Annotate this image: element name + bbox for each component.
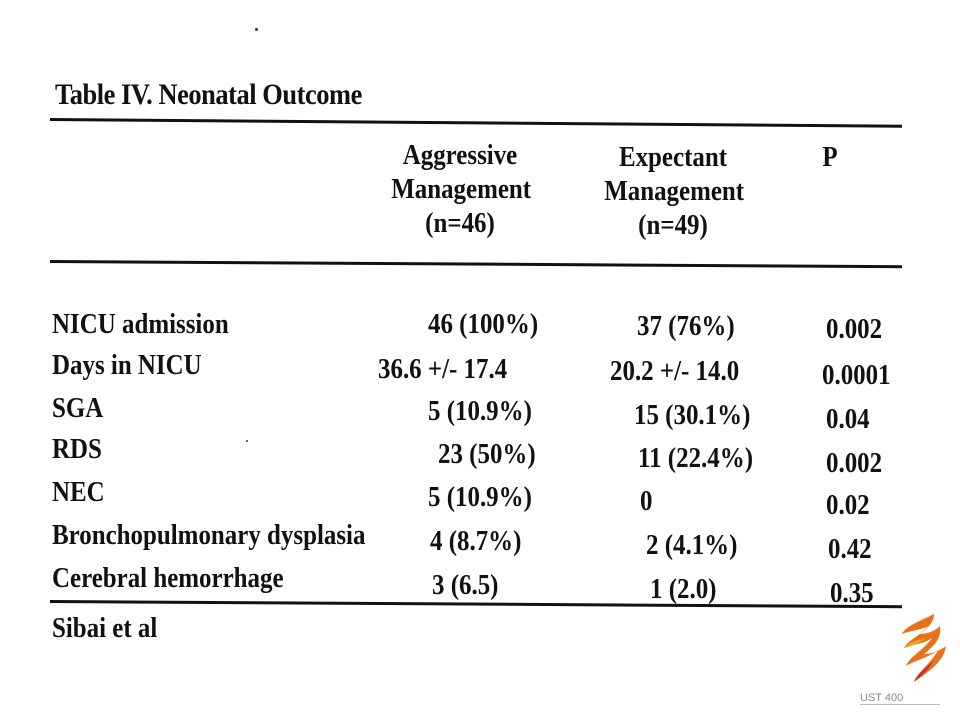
column-header-aggressive: Aggressive Management (n=46) (391, 138, 532, 240)
cell-aggressive: 4 (8.7%) (430, 525, 522, 557)
cell-aggressive: 23 (50%) (438, 438, 536, 470)
source-citation: Sibai et al (52, 612, 158, 644)
header-rule (49, 260, 902, 269)
column-header-p: P (804, 140, 856, 174)
cell-aggressive: 5 (10.9%) (428, 395, 532, 427)
cell-aggressive: 36.6 +/- 17.4 (378, 353, 508, 385)
cell-expectant: 1 (2.0) (650, 573, 717, 605)
header-line: Management (391, 173, 532, 205)
ust-400-wordmark-icon: UST 400 (860, 692, 940, 705)
cell-aggressive: 46 (100%) (428, 308, 539, 340)
cell-p: 0.42 (828, 533, 872, 565)
cell-p: 0.002 (826, 447, 883, 479)
cell-aggressive: 3 (6.5) (432, 569, 499, 601)
row-label: Bronchopulmonary dysplasia (52, 519, 366, 551)
top-rule (49, 118, 902, 128)
row-label: NICU admission (52, 308, 229, 340)
cell-p: 0.002 (826, 313, 883, 345)
flame-icon (902, 614, 946, 682)
cell-expectant: 0 (640, 485, 653, 517)
cell-expectant: 37 (76%) (637, 310, 735, 342)
header-line: (n=49) (638, 209, 708, 241)
cell-expectant: 15 (30.1%) (634, 399, 751, 431)
flame-icon (914, 660, 934, 682)
row-label: SGA (52, 392, 104, 424)
header-line: Management (604, 175, 745, 207)
cell-aggressive: 5 (10.9%) (428, 481, 532, 513)
row-label: NEC (52, 476, 105, 508)
cell-expectant: 2 (4.1%) (646, 529, 738, 561)
cell-expectant: 20.2 +/- 14.0 (610, 355, 740, 387)
row-label: Days in NICU (52, 349, 202, 381)
cell-expectant: 11 (22.4%) (638, 442, 753, 474)
scan-speck (246, 440, 248, 442)
row-label: Cerebral hemorrhage (52, 562, 284, 594)
header-line: Expectant (618, 141, 728, 173)
flame-icon (904, 638, 926, 648)
ust-flame-logo-icon (902, 614, 946, 682)
column-header-expectant: Expectant Management (n=49) (604, 140, 745, 242)
header-line: (n=46) (425, 207, 495, 239)
header-line: P (822, 141, 838, 173)
table-title: Table IV. Neonatal Outcome (55, 78, 362, 111)
cell-p: 0.02 (826, 489, 870, 521)
scan-speck (255, 28, 258, 31)
cell-p: 0.04 (826, 403, 870, 435)
logo-text: UST 400 (860, 692, 903, 704)
cell-p: 0.0001 (822, 359, 891, 391)
header-line: Aggressive (402, 139, 518, 171)
cell-p: 0.35 (830, 577, 874, 609)
row-label: RDS (52, 433, 102, 465)
